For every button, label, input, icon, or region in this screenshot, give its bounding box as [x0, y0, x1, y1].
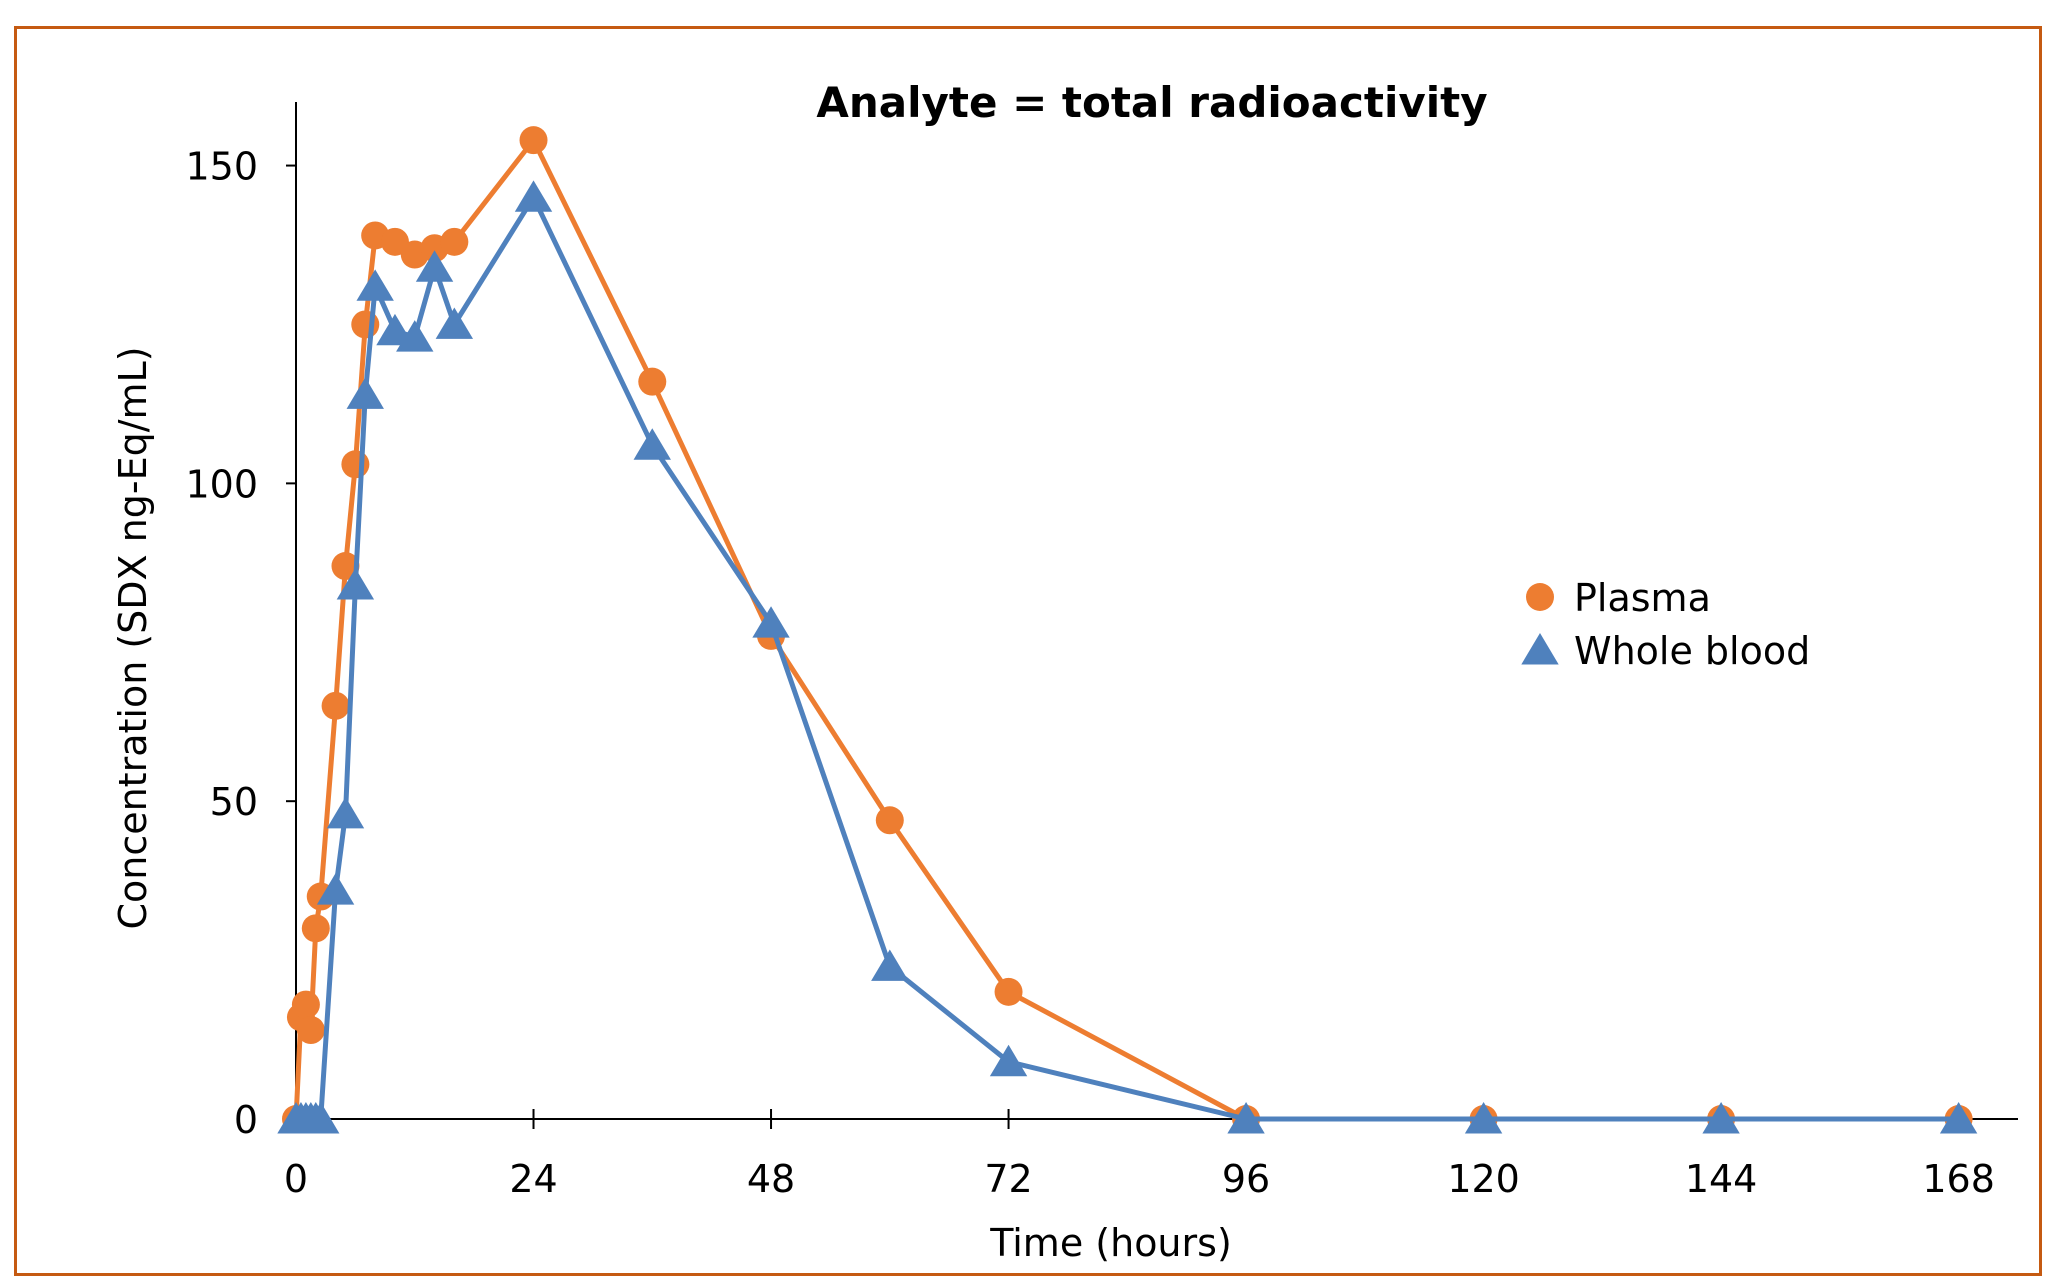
data-point-whole-blood — [356, 269, 394, 301]
data-point-whole-blood — [316, 873, 355, 905]
legend: Plasma Whole blood — [1521, 576, 1810, 673]
chart-frame — [14, 26, 2042, 1276]
data-point-plasma — [291, 990, 320, 1019]
data-point-whole-blood — [633, 428, 671, 460]
data-point-whole-blood — [514, 180, 553, 212]
data-point-plasma — [638, 367, 667, 396]
y-axis-title: Concentration (SDX ng-Eq/mL) — [111, 346, 155, 929]
x-axis-title: Time (hours) — [989, 1221, 1232, 1265]
data-point-plasma — [296, 1016, 325, 1045]
legend-item-plasma: Plasma — [1526, 576, 1711, 620]
data-point-plasma — [301, 914, 330, 943]
data-point-whole-blood — [326, 796, 365, 829]
legend-marker-plasma — [1526, 583, 1554, 611]
data-point-plasma — [341, 450, 370, 479]
data-point-whole-blood — [1939, 1102, 1978, 1134]
x-tick-label: 72 — [984, 1157, 1032, 1201]
y-tick-label: 50 — [210, 780, 258, 824]
y-tick-label: 100 — [185, 462, 258, 506]
x-tick-label: 48 — [747, 1157, 795, 1201]
data-point-whole-blood — [1702, 1102, 1740, 1134]
data-point-whole-blood — [302, 1102, 340, 1134]
data-point-whole-blood — [435, 307, 474, 339]
data-point-plasma — [519, 126, 548, 155]
legend-label-whole-blood: Whole blood — [1574, 629, 1810, 673]
x-tick-label: 168 — [1922, 1157, 1995, 1201]
data-point-whole-blood — [1464, 1102, 1503, 1134]
x-tick-label: 120 — [1447, 1157, 1520, 1201]
data-point-whole-blood — [1227, 1102, 1265, 1134]
data-point-whole-blood — [871, 949, 909, 981]
data-point-plasma — [875, 806, 904, 835]
chart-title: Analyte = total radioactivity — [816, 78, 1487, 127]
x-tick-label: 96 — [1222, 1157, 1270, 1201]
data-point-plasma — [440, 227, 469, 256]
data-point-whole-blood — [752, 606, 790, 638]
data-point-whole-blood — [376, 313, 414, 346]
data-point-whole-blood — [346, 377, 384, 409]
data-point-whole-blood — [396, 320, 434, 352]
series-whole-blood — [277, 180, 1978, 1134]
legend-item-whole-blood: Whole blood — [1521, 629, 1810, 673]
data-point-plasma — [380, 227, 409, 256]
data-point-whole-blood — [415, 250, 454, 282]
data-point-plasma — [321, 691, 350, 720]
data-point-plasma — [994, 977, 1023, 1006]
y-tick-label: 0 — [234, 1098, 258, 1142]
data-point-whole-blood — [989, 1044, 1028, 1077]
series-layer — [277, 126, 1978, 1134]
legend-marker-whole-blood — [1521, 633, 1559, 665]
data-point-whole-blood — [336, 568, 375, 600]
x-tick-label: 24 — [509, 1157, 557, 1201]
axes: 0 24 48 72 96 120 144 168 0 50 100 150 — [185, 102, 2018, 1201]
legend-label-plasma: Plasma — [1574, 576, 1711, 620]
y-tick-label: 150 — [185, 145, 258, 189]
x-tick-label: 0 — [284, 1157, 308, 1201]
x-tick-label: 144 — [1685, 1157, 1758, 1201]
